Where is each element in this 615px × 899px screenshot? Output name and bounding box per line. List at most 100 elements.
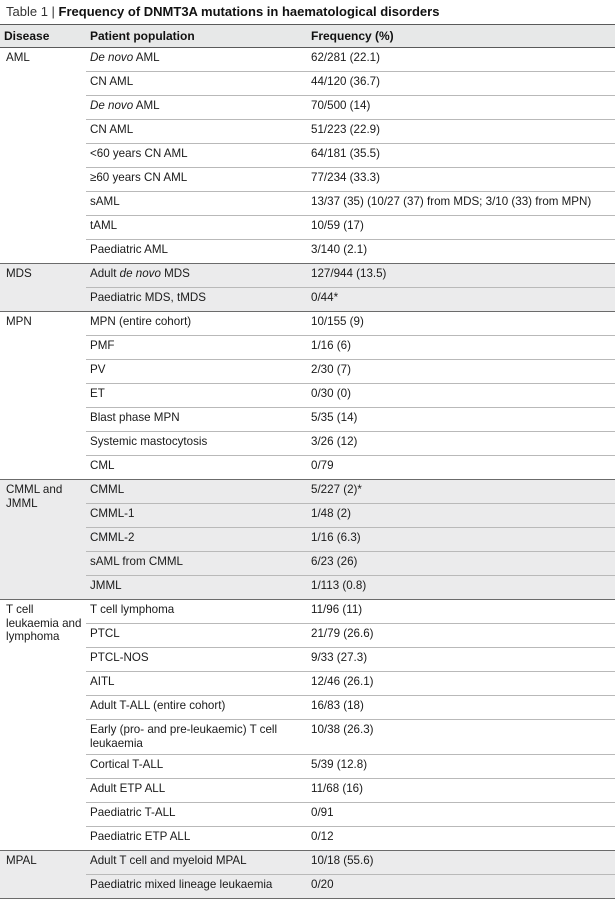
- table-row: AML De novo AML 62/281 (22.1): [0, 48, 615, 72]
- table-row: JMML 1/113 (0.8): [0, 575, 615, 600]
- population-text: Adult: [90, 267, 120, 280]
- table-row: Paediatric AML 3/140 (2.1): [0, 239, 615, 264]
- table-row: sAML from CMML 6/23 (26): [0, 551, 615, 576]
- population-cell: De novo AML: [86, 95, 307, 120]
- frequency-cell: 0/79: [307, 455, 615, 480]
- population-cell: CMML-1: [86, 503, 307, 528]
- population-text: CMML: [90, 483, 125, 496]
- table-caption: Table 1 | Frequency of DNMT3A mutations …: [0, 0, 615, 24]
- population-cell: AITL: [86, 671, 307, 696]
- population-cell: ≥60 years CN AML: [86, 167, 307, 192]
- population-text: Systemic mastocytosis: [90, 435, 208, 448]
- disease-cell: CMML and JMML: [6, 483, 63, 510]
- frequency-cell: 51/223 (22.9): [307, 119, 615, 144]
- population-italic-text: De novo: [90, 51, 134, 64]
- population-cell: Paediatric T-ALL: [86, 802, 307, 827]
- population-cell: PTCL-NOS: [86, 647, 307, 672]
- mutation-frequency-table: Disease Patient population Frequency (%)…: [0, 24, 615, 899]
- population-text: PMF: [90, 339, 115, 352]
- population-text: ET: [90, 387, 105, 400]
- frequency-cell: 10/38 (26.3): [307, 718, 615, 755]
- population-cell: Adult ETP ALL: [86, 778, 307, 803]
- frequency-cell: 1/16 (6.3): [307, 527, 615, 552]
- population-cell: JMML: [86, 575, 307, 600]
- table-row: PTCL 21/79 (26.6): [0, 623, 615, 648]
- table-row: Adult T-ALL (entire cohort) 16/83 (18): [0, 695, 615, 720]
- frequency-cell: 10/155 (9): [311, 315, 364, 328]
- disease-group: MPN MPN (entire cohort) 10/155 (9) PMF 1/16 …: [0, 311, 615, 480]
- population-text: Adult T cell and myeloid MPAL: [90, 854, 247, 868]
- population-text: T cell lymphoma: [90, 603, 175, 616]
- population-cell: sAML from CMML: [86, 551, 307, 576]
- frequency-cell: 2/30 (7): [307, 359, 615, 384]
- population-cell: tAML: [86, 215, 307, 240]
- table-row: MPN MPN (entire cohort) 10/155 (9): [0, 312, 615, 336]
- population-cell: T cell lymphoma: [86, 600, 307, 624]
- frequency-cell: 77/234 (33.3): [307, 167, 615, 192]
- population-cell: Paediatric mixed lineage leukaemia: [86, 874, 307, 899]
- population-text: Adult T-ALL (entire cohort): [90, 699, 226, 712]
- population-cell: Paediatric MDS, tMDS: [86, 287, 307, 312]
- frequency-cell: 70/500 (14): [307, 95, 615, 120]
- frequency-cell: 3/26 (12): [307, 431, 615, 456]
- population-cell: CN AML: [86, 119, 307, 144]
- table-row: CN AML 44/120 (36.7): [0, 71, 615, 96]
- table-title: Frequency of DNMT3A mutations in haemato…: [58, 4, 440, 19]
- population-text: tAML: [90, 219, 118, 232]
- table-row: Paediatric ETP ALL 0/12: [0, 826, 615, 851]
- table-row: Paediatric MDS, tMDS 0/44*: [0, 287, 615, 312]
- table-row: CMML and JMML CMML 5/227 (2)*: [0, 480, 615, 510]
- frequency-cell: 1/113 (0.8): [307, 575, 615, 600]
- table-header: Disease Patient population Frequency (%): [0, 24, 615, 48]
- population-text: <60 years CN AML: [90, 147, 188, 160]
- table-row: T cell leukaemia and lymphoma T cell lymp…: [0, 600, 615, 643]
- frequency-cell: 16/83 (18): [307, 695, 615, 720]
- population-text: JMML: [90, 579, 122, 592]
- table-row: MDS Adult de novo MDS 127/944 (13.5): [0, 264, 615, 288]
- table-row: CML 0/79: [0, 455, 615, 480]
- disease-cell: T cell leukaemia and lymphoma: [6, 603, 82, 644]
- population-cell: Blast phase MPN: [86, 407, 307, 432]
- table-row: Blast phase MPN 5/35 (14): [0, 407, 615, 432]
- frequency-cell: 5/35 (14): [307, 407, 615, 432]
- frequency-cell: 127/944 (13.5): [311, 267, 387, 280]
- population-text: Paediatric ETP ALL: [90, 830, 191, 844]
- header-disease: Disease: [4, 29, 50, 43]
- population-text: MDS: [160, 267, 190, 280]
- population-cell: CML: [86, 455, 307, 480]
- table-row: AITL 12/46 (26.1): [0, 671, 615, 696]
- disease-cell: MDS: [6, 267, 32, 280]
- disease-group: MPAL Adult T cell and myeloid MPAL 10/18 (…: [0, 850, 615, 899]
- population-text: CMML-2: [90, 531, 135, 544]
- frequency-cell: 44/120 (36.7): [307, 71, 615, 96]
- table-row: Adult ETP ALL 11/68 (16): [0, 778, 615, 803]
- table-row: ET 0/30 (0): [0, 383, 615, 408]
- table-label: Table 1 |: [6, 4, 59, 19]
- population-text: Adult ETP ALL: [90, 782, 166, 796]
- frequency-cell: 0/20: [307, 874, 615, 899]
- frequency-cell: 10/59 (17): [307, 215, 615, 240]
- population-cell: Adult T-ALL (entire cohort): [86, 695, 307, 720]
- table-row: De novo AML 70/500 (14): [0, 95, 615, 120]
- frequency-cell: 5/39 (12.8): [307, 754, 615, 779]
- population-text: sAML: [90, 195, 120, 208]
- population-text: PTCL-NOS: [90, 651, 149, 664]
- disease-group: MDS Adult de novo MDS 127/944 (13.5) Paedia…: [0, 263, 615, 312]
- frequency-cell: 0/44*: [307, 287, 615, 312]
- table-row: sAML 13/37 (35) (10/27 (37) from MDS; 3/1…: [0, 191, 615, 216]
- header-row: Disease Patient population Frequency (%): [0, 24, 615, 48]
- population-cell: CN AML: [86, 71, 307, 96]
- table-row: PV 2/30 (7): [0, 359, 615, 384]
- disease-group: CMML and JMML CMML 5/227 (2)* CMML-1 1/48 (2…: [0, 479, 615, 600]
- population-text: AITL: [90, 675, 115, 688]
- population-cell: <60 years CN AML: [86, 143, 307, 168]
- frequency-cell: 13/37 (35) (10/27 (37) from MDS; 3/10 (3…: [307, 191, 615, 216]
- population-cell: MPN (entire cohort): [86, 312, 307, 336]
- population-cell: sAML: [86, 191, 307, 216]
- disease-group: AML De novo AML 62/281 (22.1) CN AML 44/120 …: [0, 47, 615, 264]
- population-text: Paediatric AML: [90, 243, 168, 256]
- population-text: CML: [90, 459, 115, 472]
- frequency-cell: 1/48 (2): [307, 503, 615, 528]
- population-text: Paediatric mixed lineage leukaemia: [90, 878, 273, 892]
